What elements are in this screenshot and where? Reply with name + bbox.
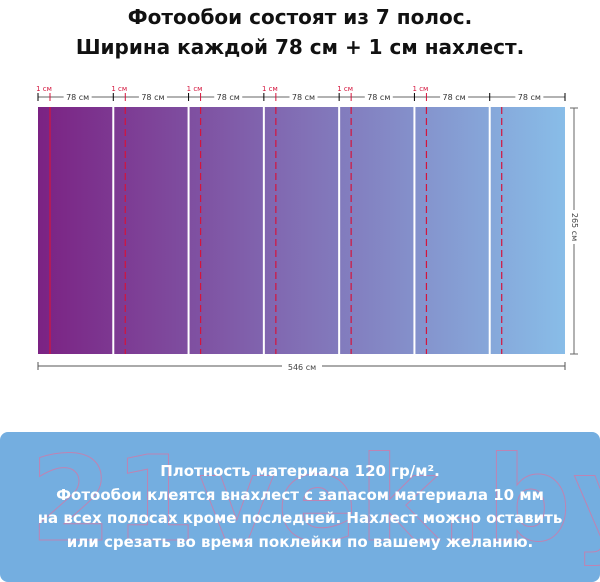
strip-width-label: 78 см — [367, 93, 390, 102]
strip-width-label: 78 см — [217, 93, 240, 102]
strip-width-label: 78 см — [292, 93, 315, 102]
strip-width-label: 78 см — [442, 93, 465, 102]
strip-width-label: 78 см — [518, 93, 541, 102]
strip-width-label: 78 см — [66, 93, 89, 102]
overlap-label: 1 см — [187, 85, 203, 93]
label-bg — [364, 91, 393, 103]
label-bg — [515, 91, 544, 103]
overlap-label: 1 см — [111, 85, 127, 93]
wallpaper-strips-diagram: 78 см 1 см 78 см 1 см 78 см 1 см 78 см 1 см 78 с… — [36, 85, 580, 372]
strip-width-label: 78 см — [141, 93, 164, 102]
wallpaper-panel — [38, 107, 565, 354]
info-line: или срезать во время поклейки по вашему … — [66, 532, 534, 551]
label-bg — [282, 360, 322, 372]
total-width-label: 546 см — [288, 363, 316, 372]
info-banner — [0, 432, 600, 582]
label-bg — [63, 91, 92, 103]
label-bg — [289, 91, 318, 103]
watermark-logo: 21vek.by — [30, 430, 600, 569]
height-label: 265 см — [570, 213, 579, 241]
label-bg — [568, 210, 580, 244]
info-line: на всех полосах кроме последней. Нахлест… — [37, 509, 563, 527]
label-bg — [138, 91, 167, 103]
label-bg — [214, 91, 243, 103]
overlap-label: 1 см — [337, 85, 353, 93]
info-text: Плотность материала 120 гр/м². Фотообои … — [0, 460, 600, 554]
label-bg — [440, 91, 469, 103]
overlap-label: 1 см — [413, 85, 429, 93]
heading-line-1: Фотообои состоят из 7 полос. — [127, 5, 473, 29]
info-line: Фотообои клеятся внахлест с запасом мате… — [56, 485, 544, 504]
overlap-label: 1 см — [262, 85, 278, 93]
heading-line-2: Ширина каждой 78 см + 1 см нахлест. — [75, 35, 525, 59]
overlap-label: 1 см — [36, 85, 52, 93]
info-line: Плотность материала 120 гр/м². — [160, 462, 440, 480]
